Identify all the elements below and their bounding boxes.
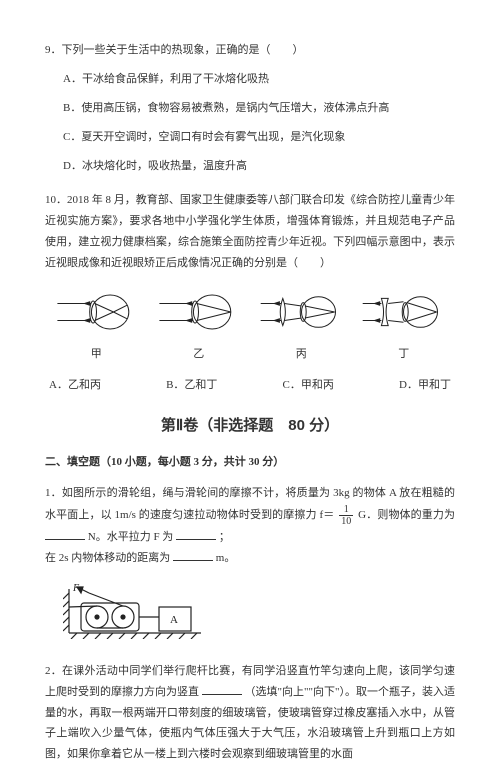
fq1-t4: ； bbox=[219, 531, 230, 543]
fq1-t6: m。 bbox=[216, 552, 236, 564]
pulley-diagram: F A bbox=[63, 583, 455, 647]
q10-option-a: A．乙和丙 bbox=[49, 375, 101, 396]
q10-stem: 10．2018 年 8 月，教育部、国家卫生健康委等八部门联合印发《综合防控儿童… bbox=[45, 190, 455, 274]
label-ding: 丁 bbox=[398, 344, 409, 365]
q10-option-b: B．乙和丁 bbox=[166, 375, 217, 396]
blank-2 bbox=[176, 528, 216, 540]
label-jia: 甲 bbox=[91, 344, 102, 365]
fill-question-1: 1．如图所示的滑轮组，绳与滑轮间的摩擦不计，将质量为 3kg 的物体 A 放在粗… bbox=[45, 483, 455, 569]
eye-diagram-ding bbox=[361, 288, 446, 336]
fq1-t3: N。水平拉力 F 为 bbox=[88, 531, 174, 543]
question-10: 10．2018 年 8 月，教育部、国家卫生健康委等八部门联合印发《综合防控儿童… bbox=[45, 190, 455, 395]
section-2-title: 第Ⅱ卷（非选择题 80 分） bbox=[45, 412, 455, 441]
q9-option-b: B．使用高压锅，食物容易被煮熟，是锅内气压增大，液体沸点升高 bbox=[45, 98, 455, 119]
blank-1 bbox=[45, 528, 85, 540]
q9-option-a: A．干冰给食品保鲜，利用了干冰熔化吸热 bbox=[45, 69, 455, 90]
fq1-t5: 在 2s 内物体移动的距离为 bbox=[45, 552, 170, 564]
q9-stem: 9．下列一些关于生活中的热现象，正确的是（ ） bbox=[45, 40, 455, 61]
eye-diagram-row bbox=[45, 288, 455, 336]
fq1-t2: G．则物体的重力为 bbox=[358, 509, 455, 521]
q9-option-d: D．冰块熔化时，吸收热量，温度升高 bbox=[45, 156, 455, 177]
fraction-icon: 110 bbox=[339, 504, 353, 527]
diagram-label-row: 甲 乙 丙 丁 bbox=[45, 344, 455, 365]
q10-option-c: C．甲和丙 bbox=[283, 375, 334, 396]
svg-text:A: A bbox=[170, 614, 178, 626]
eye-diagram-yi bbox=[156, 288, 241, 336]
q10-options-row: A．乙和丙 B．乙和丁 C．甲和丙 D．甲和丁 bbox=[45, 375, 455, 396]
eye-diagram-bing bbox=[259, 288, 344, 336]
svg-text:F: F bbox=[72, 583, 80, 594]
blank-3 bbox=[173, 549, 213, 561]
label-bing: 丙 bbox=[296, 344, 307, 365]
fill-question-2: 2．在课外活动中同学们举行爬杆比赛，有同学沿竖直竹竿匀速向上爬，该同学匀速上爬时… bbox=[45, 661, 455, 765]
eye-diagram-jia bbox=[54, 288, 139, 336]
label-yi: 乙 bbox=[193, 344, 204, 365]
q9-option-c: C．夏天开空调时，空调口有时会有雾气出现，是汽化现象 bbox=[45, 127, 455, 148]
q10-option-d: D．甲和丁 bbox=[399, 375, 451, 396]
fill-blank-heading: 二、填空题（10 小题，每小题 3 分，共计 30 分） bbox=[45, 452, 455, 473]
question-9: 9．下列一些关于生活中的热现象，正确的是（ ） A．干冰给食品保鲜，利用了干冰熔… bbox=[45, 40, 455, 176]
blank-4 bbox=[202, 683, 242, 695]
